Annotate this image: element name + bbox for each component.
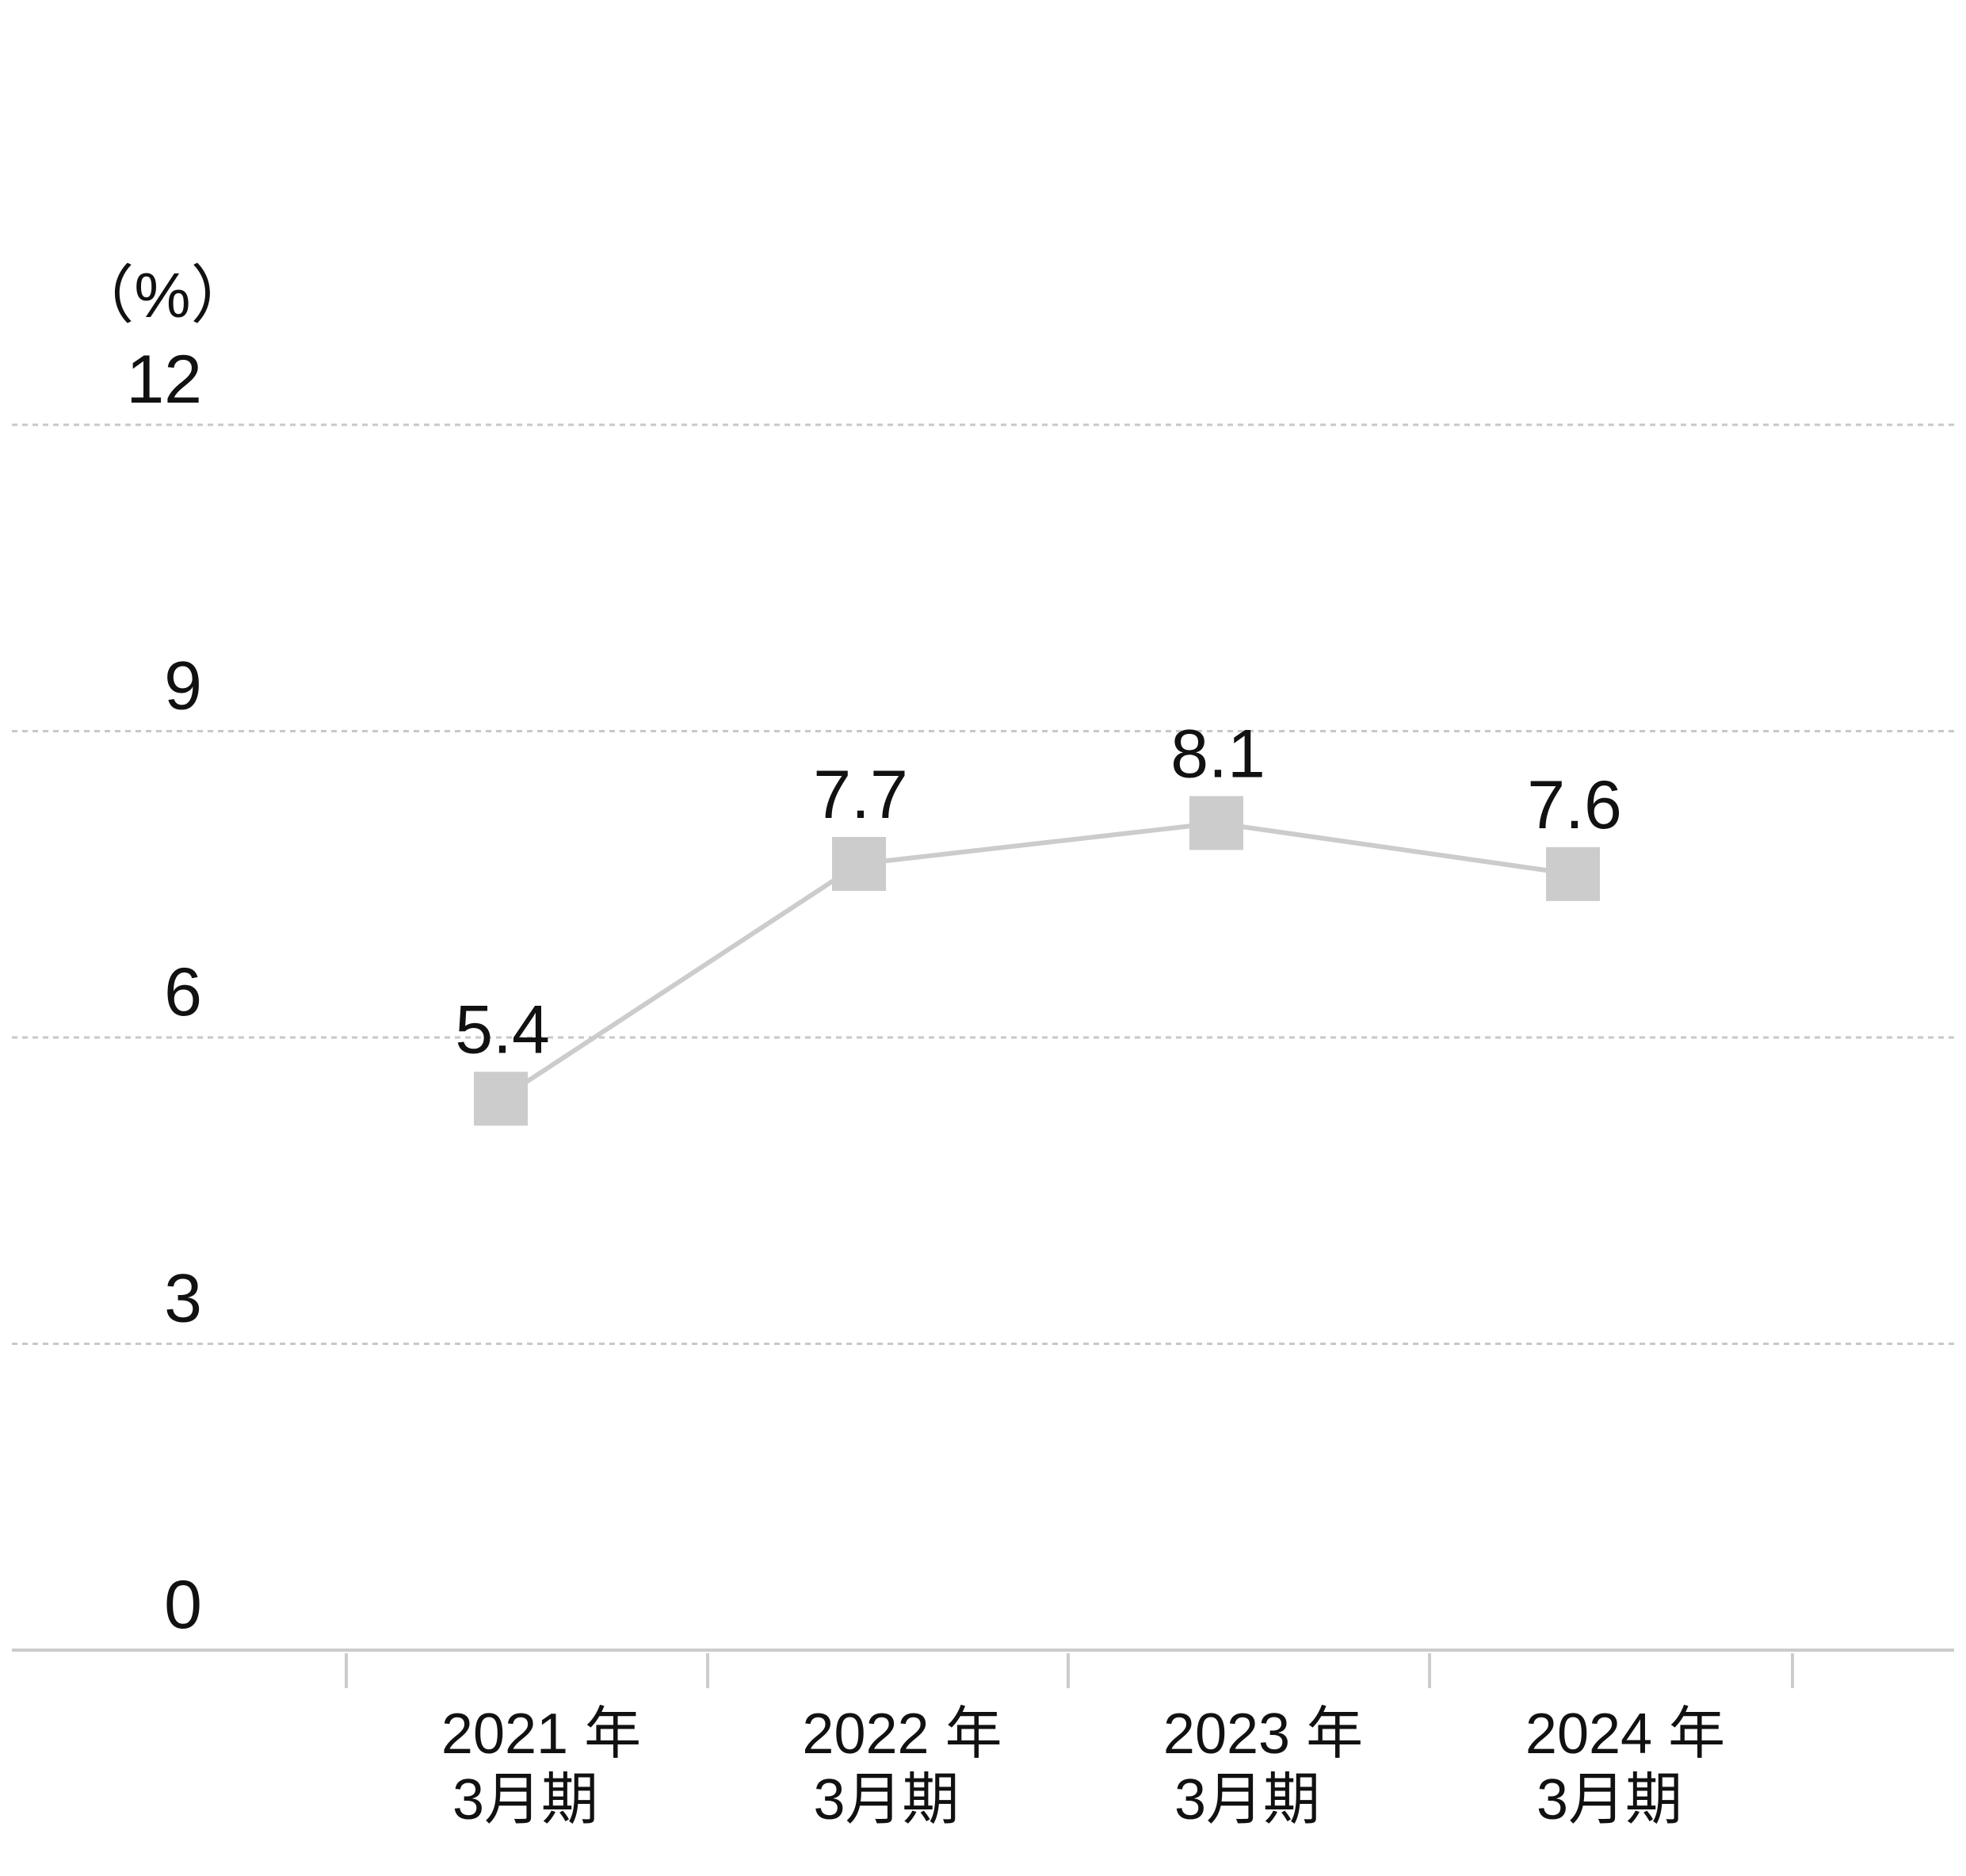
data-point-4 [1546, 846, 1600, 901]
gridlines [12, 423, 1954, 1345]
data-label-4: 7.6 [1527, 767, 1622, 843]
data-label-3: 8.1 [1170, 716, 1265, 792]
data-point-2 [832, 836, 886, 891]
x-tick-label-3-line2: 3月期 [1174, 1768, 1320, 1832]
series-1-line [499, 820, 1574, 1101]
x-tick-label-4-line1: 2024 年 [1525, 1702, 1725, 1766]
x-tick-label-2-line1: 2022 年 [802, 1702, 1002, 1766]
data-label-2: 7.7 [813, 757, 908, 833]
x-axis [12, 1649, 1954, 1688]
data-point-1 [474, 1072, 528, 1126]
y-unit-label: （%） [71, 260, 254, 330]
data-labels: 5.4 7.7 8.1 7.6 [455, 716, 1622, 1068]
data-point-3 [1189, 796, 1243, 850]
data-label-1: 5.4 [455, 991, 550, 1068]
x-tick-label-2-line2: 3月期 [813, 1768, 959, 1832]
series [474, 796, 1600, 1126]
y-tick-label-6: 6 [164, 954, 202, 1030]
y-tick-label-0: 0 [164, 1567, 202, 1643]
y-tick-labels: 0 3 6 9 12 [126, 342, 202, 1643]
y-tick-label-9: 9 [164, 648, 202, 724]
x-tick-label-4-line2: 3月期 [1537, 1768, 1682, 1832]
x-tick-label-1-line2: 3月期 [452, 1768, 598, 1832]
y-tick-label-3: 3 [164, 1261, 202, 1337]
x-tick-label-3-line1: 2023 年 [1163, 1702, 1363, 1766]
y-tick-label-12: 12 [126, 342, 202, 418]
x-tick-label-1-line1: 2021 年 [441, 1702, 641, 1766]
